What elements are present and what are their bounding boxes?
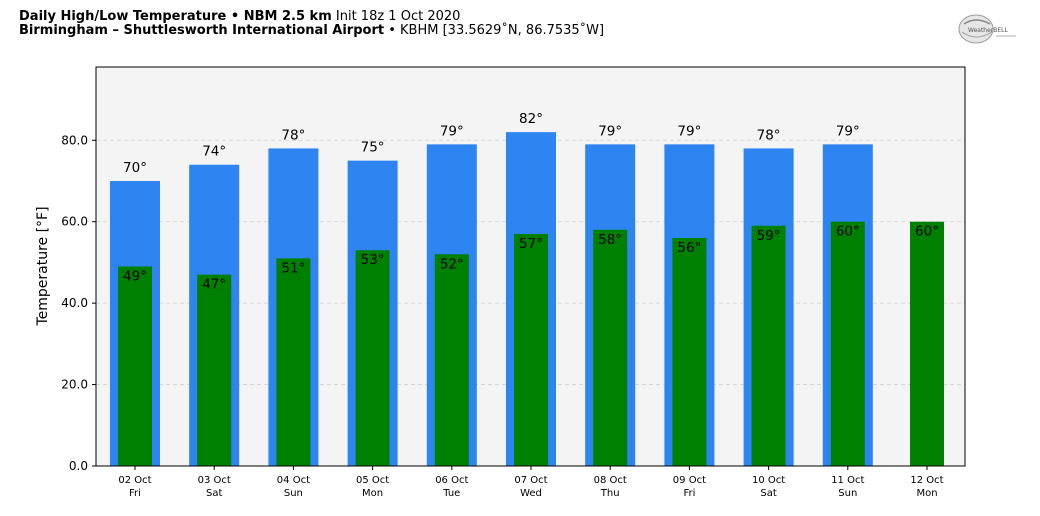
y-axis: 0.0 20.0 40.0 60.0 80.0 — [61, 133, 96, 473]
x-tick-date: 12 Oct — [910, 475, 943, 486]
y-tick-label: 0.0 — [69, 459, 88, 473]
y-tick-label: 40.0 — [61, 296, 88, 310]
x-tick-day: Wed — [520, 488, 542, 499]
low-temp-label: 47° — [202, 277, 226, 293]
low-temp-bar — [276, 258, 311, 466]
y-axis-label: Temperature [°F] — [35, 206, 51, 326]
weatherbell-logo-icon: WeatherBELL — [958, 14, 1016, 44]
x-tick-day: Tue — [442, 488, 460, 499]
low-temp-label: 53° — [361, 252, 385, 268]
x-tick-date: 05 Oct — [356, 475, 389, 486]
high-temp-label: 74° — [202, 144, 226, 160]
x-tick-date: 08 Oct — [594, 475, 627, 486]
y-tick-label: 20.0 — [61, 378, 88, 392]
x-tick-date: 09 Oct — [673, 475, 706, 486]
location-name: Birmingham – Shuttlesworth International… — [19, 23, 385, 38]
x-tick-date: 04 Oct — [277, 475, 310, 486]
low-temp-bar — [355, 250, 390, 466]
x-tick-day: Sat — [760, 488, 776, 499]
low-temp-bar — [672, 238, 707, 466]
low-temp-label: 51° — [281, 260, 305, 276]
high-temp-label: 79° — [598, 123, 622, 139]
low-temp-label: 60° — [836, 224, 860, 240]
x-tick-day: Thu — [600, 488, 620, 499]
low-temp-label: 56° — [677, 240, 701, 256]
x-tick-date: 02 Oct — [118, 475, 151, 486]
low-temp-label: 57° — [519, 236, 543, 252]
high-temp-label: 75° — [361, 140, 385, 156]
x-tick-day: Mon — [362, 488, 383, 499]
x-tick-day: Fri — [129, 488, 141, 499]
x-tick-day: Mon — [916, 488, 937, 499]
low-temp-label: 49° — [123, 269, 147, 285]
x-tick-day: Sat — [206, 488, 222, 499]
plot-border — [95, 66, 966, 467]
high-temp-label: 79° — [836, 123, 860, 139]
high-temp-label: 82° — [519, 111, 543, 127]
low-temp-bar — [434, 254, 469, 466]
low-temp-label: 60° — [915, 224, 939, 240]
logo-text: WeatherBELL — [968, 27, 1009, 34]
x-tick-day: Fri — [683, 488, 695, 499]
chart-title-bold: Daily High/Low Temperature • NBM 2.5 km — [19, 9, 332, 24]
low-temp-bar — [514, 233, 548, 466]
low-temp-bar — [751, 225, 786, 466]
high-temp-label: 70° — [123, 160, 147, 176]
low-temp-label: 52° — [440, 256, 464, 272]
low-temp-bar — [830, 221, 865, 466]
high-temp-label: 79° — [440, 123, 464, 139]
low-temp-bar — [197, 274, 232, 466]
x-tick-date: 06 Oct — [435, 475, 468, 486]
low-temp-bar — [118, 266, 152, 466]
chart-init-time: Init 18z 1 Oct 2020 — [335, 9, 461, 24]
high-temp-label: 78° — [757, 127, 781, 143]
x-tick-date: 11 Oct — [831, 475, 864, 486]
bars: 70° 49° 74° 47° 78° 51° 75° 53° 79° 52° 82° 57° 79° 5… — [110, 111, 944, 466]
x-tick-date: 07 Oct — [514, 475, 547, 486]
x-axis: 02 Oct Fri 03 Oct Sat 04 Oct Sun 05 Oct Mon 06 O… — [118, 466, 944, 499]
chart-subtitle: Birmingham – Shuttlesworth International… — [19, 23, 604, 38]
location-coords: • KBHM [33.5629˚N, 86.7535˚W] — [388, 23, 605, 38]
x-tick-day: Sun — [838, 488, 857, 499]
low-temp-label: 59° — [757, 228, 781, 244]
high-temp-label: 79° — [677, 123, 701, 139]
low-temp-label: 58° — [598, 232, 622, 248]
low-temp-bar — [910, 221, 944, 466]
chart-title: Daily High/Low Temperature • NBM 2.5 km … — [19, 9, 460, 24]
x-tick-day: Sun — [284, 488, 303, 499]
high-temp-label: 78° — [281, 127, 305, 143]
x-tick-date: 03 Oct — [198, 475, 231, 486]
y-tick-label: 60.0 — [61, 215, 88, 229]
low-temp-bar — [593, 229, 628, 466]
x-tick-date: 10 Oct — [752, 475, 785, 486]
y-tick-label: 80.0 — [61, 133, 88, 147]
